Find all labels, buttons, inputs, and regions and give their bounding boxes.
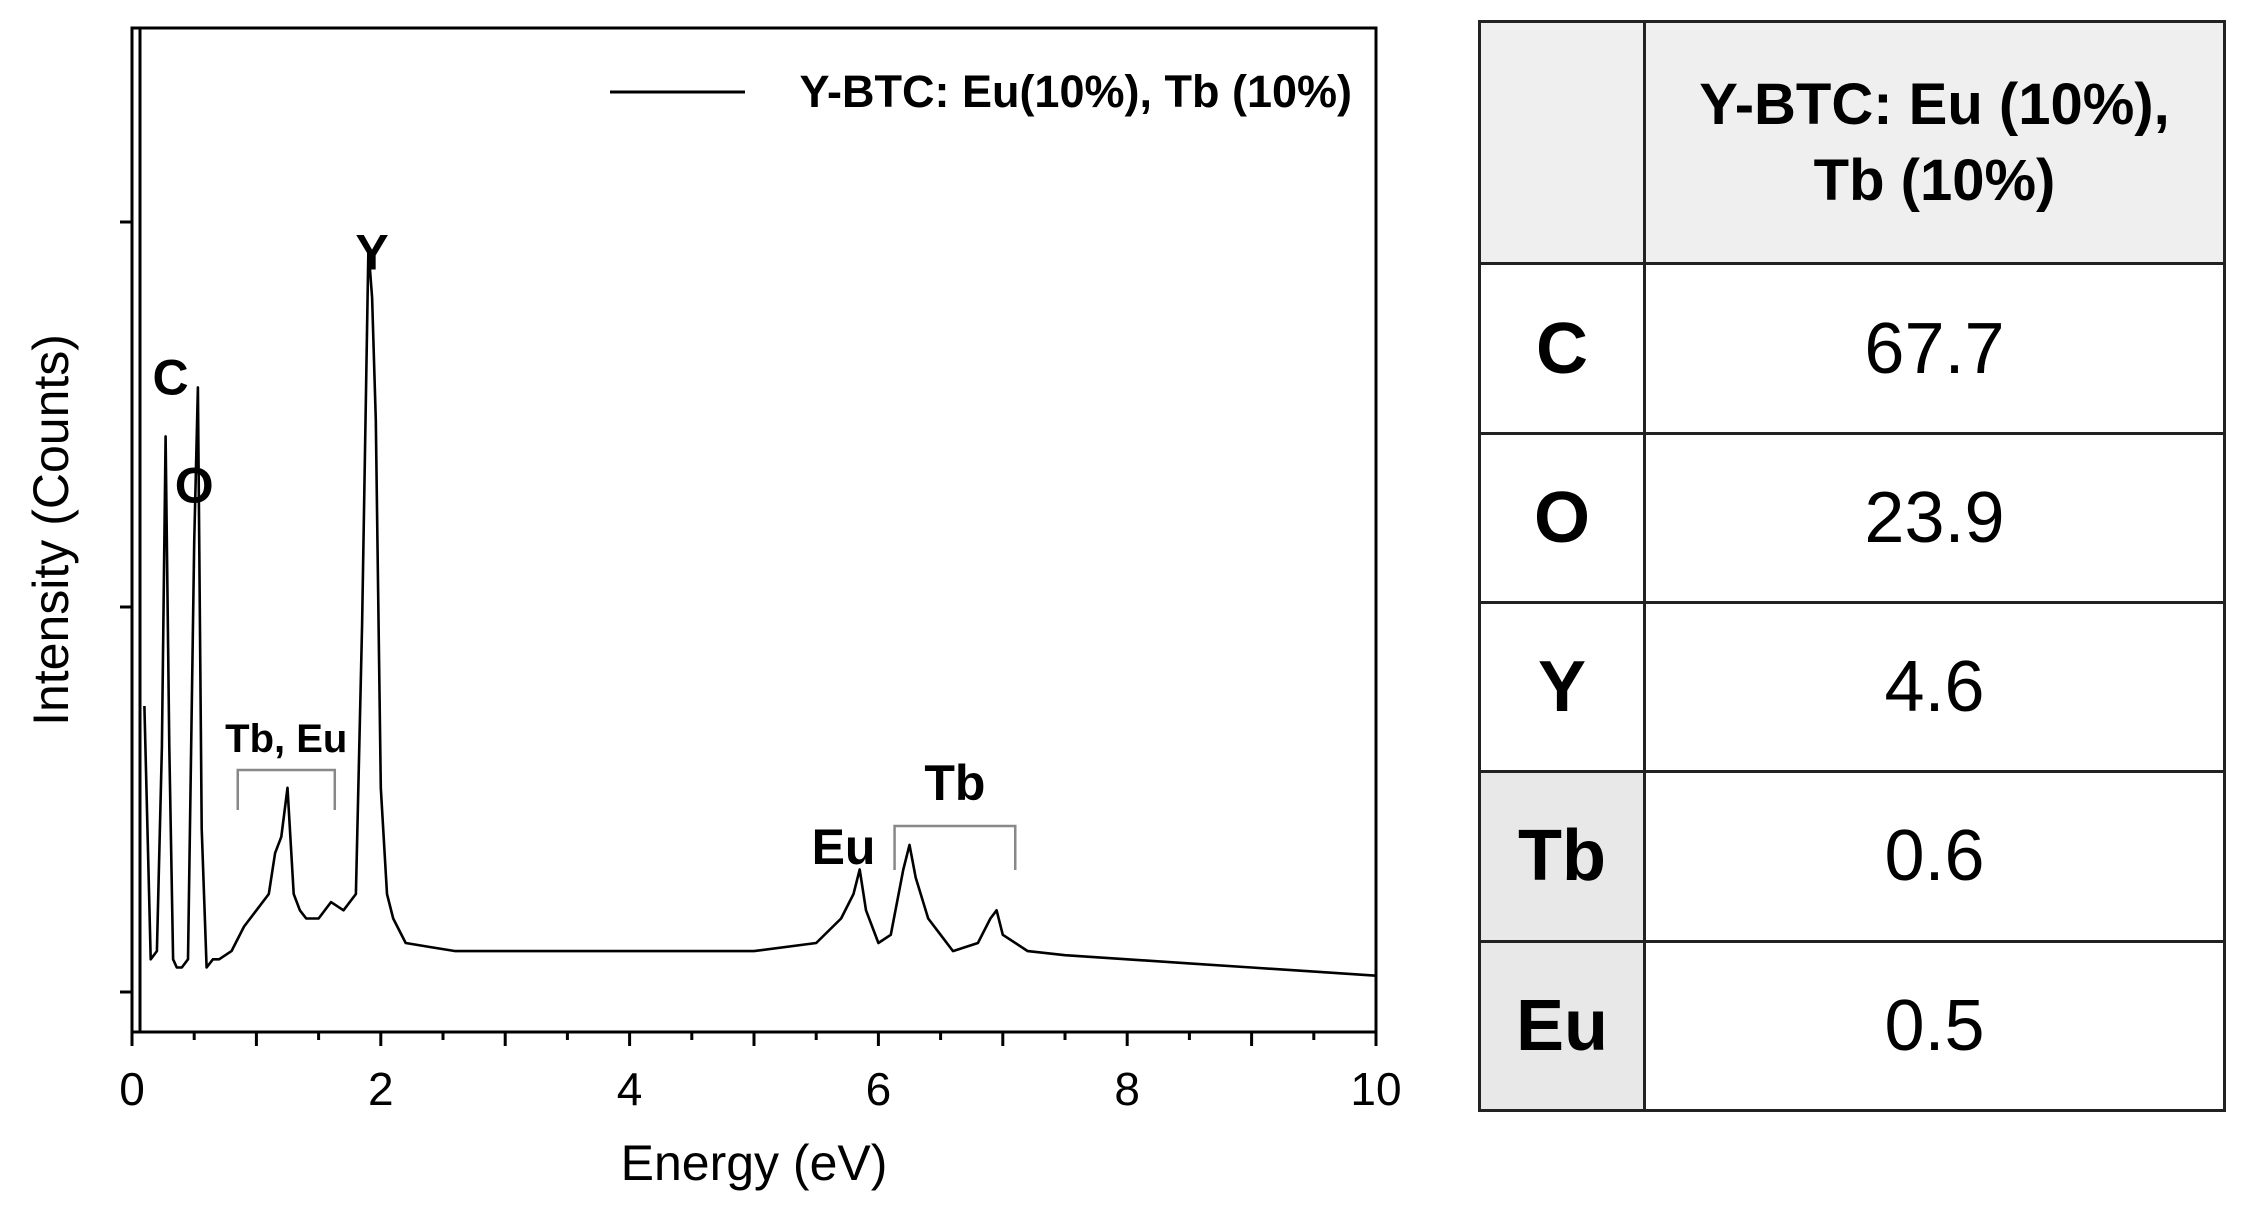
value-cell: 0.6 — [1643, 770, 2226, 943]
y-axis-ticks — [120, 220, 132, 994]
legend-label: Y-BTC: Eu(10%), Tb (10%) — [799, 66, 1352, 117]
element-cell: Tb — [1478, 770, 1646, 943]
x-tick-label: 2 — [368, 1063, 394, 1115]
x-axis-tick-labels: 0 2 4 6 8 10 — [119, 1063, 1401, 1115]
value-cell: 0.5 — [1643, 939, 2226, 1113]
plot-frame — [130, 26, 1378, 1034]
value-cell: 4.6 — [1643, 601, 2226, 774]
peak-label: Eu — [812, 819, 876, 875]
peak-label: Tb — [924, 755, 985, 811]
x-tick-label: 10 — [1350, 1063, 1401, 1115]
x-axis-label: Energy (eV) — [621, 1135, 888, 1191]
table-row: Eu 0.5 — [1478, 939, 2226, 1113]
x-tick-label: 0 — [119, 1063, 145, 1115]
element-cell: Y — [1478, 601, 1646, 774]
spectrum-line — [143, 247, 1377, 977]
value-cell: 67.7 — [1643, 262, 2226, 435]
peak-label: Y — [355, 225, 388, 281]
header-line-1: Y-BTC: Eu (10%), — [1699, 72, 2170, 138]
x-tick-label: 4 — [617, 1063, 643, 1115]
table-header-row: Y-BTC: Eu (10%), Tb (10%) — [1478, 19, 2226, 266]
y-axis-label: Intensity (Counts) — [23, 334, 79, 726]
table-row: Y 4.6 — [1478, 601, 2226, 774]
element-cell: O — [1478, 431, 1646, 605]
table-header-corner — [1478, 19, 1646, 266]
composition-table: Y-BTC: Eu (10%), Tb (10%) C 67.7 O 23.9 Y… — [1478, 19, 2226, 1113]
peak-label: O — [175, 458, 214, 514]
annotation-brackets — [236, 768, 1017, 870]
x-axis-ticks — [130, 1032, 1378, 1046]
element-cell: C — [1478, 262, 1646, 435]
x-tick-label: 6 — [866, 1063, 892, 1115]
value-cell: 23.9 — [1643, 431, 2226, 605]
peak-label: Tb, Eu — [225, 717, 347, 761]
eds-spectrum-chart: 0 2 4 6 8 10 CO Y Tb, Eu Eu Tb Y-BTC: Eu(10%), Tb… — [23, 26, 1402, 1191]
annotation-bracket — [893, 824, 1017, 870]
peak-annotations: CO Y Tb, Eu Eu Tb — [153, 225, 986, 875]
header-line-2: Tb (10%) — [1813, 147, 2056, 213]
table-row: O 23.9 — [1478, 431, 2226, 605]
element-cell: Eu — [1478, 939, 1646, 1113]
peak-label: C — [153, 349, 189, 405]
x-tick-label: 8 — [1114, 1063, 1140, 1115]
table-header-sample: Y-BTC: Eu (10%), Tb (10%) — [1643, 19, 2226, 266]
table-row: Tb 0.6 — [1478, 770, 2226, 943]
table-row: C 67.7 — [1478, 262, 2226, 435]
annotation-bracket — [236, 768, 337, 810]
